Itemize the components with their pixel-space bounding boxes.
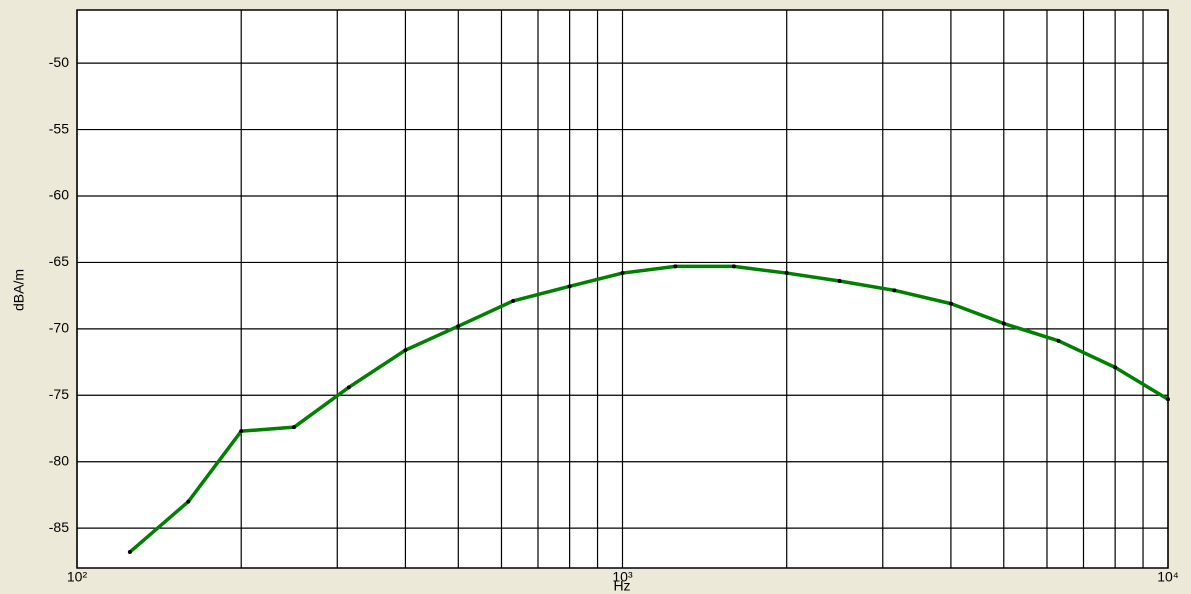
data-point [948,301,953,306]
data-point [186,499,191,504]
data-point [837,279,842,284]
y-tick-label: -75 [49,386,69,402]
x-tick-label: 10² [67,569,88,585]
y-tick-label: -50 [49,54,69,70]
data-point [784,271,789,276]
data-point [127,550,132,555]
data-point [403,348,408,353]
data-point [620,271,625,276]
data-point [346,385,351,390]
y-tick-label: -80 [49,452,69,468]
data-point [892,288,897,293]
data-point [1001,321,1006,326]
x-axis-label: Hz [613,578,630,594]
data-point [456,324,461,329]
x-tick-label: 10⁴ [1157,569,1179,585]
data-point [239,429,244,434]
data-point [673,264,678,269]
data-point [511,298,516,303]
y-axis-label: dBA/m [11,269,27,311]
data-point [1113,365,1118,370]
y-tick-label: -65 [49,253,69,269]
x-tick-label: 10³ [612,569,633,585]
y-tick-label: -70 [49,320,69,336]
data-point [1056,338,1061,343]
data-point [1166,397,1170,402]
data-line [128,264,1169,554]
y-tick-label: -60 [49,187,69,203]
y-tick-label: -55 [49,120,69,136]
data-point [567,284,572,289]
data-point [292,425,297,430]
data-point [731,264,736,269]
y-tick-label: -85 [49,519,69,535]
